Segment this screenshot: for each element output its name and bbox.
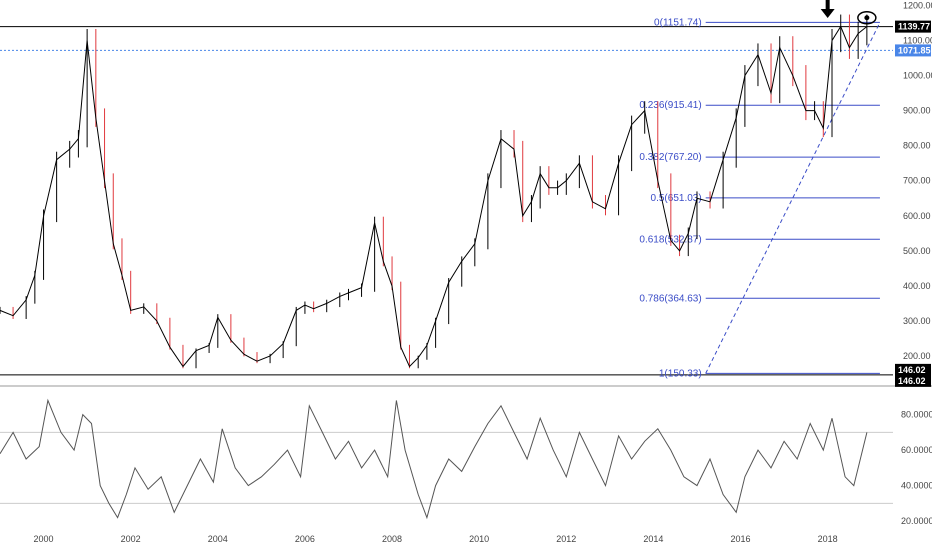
eye-icon xyxy=(857,11,877,25)
x-axis-tick: 2014 xyxy=(643,534,663,544)
fib-level-label: 0.382(767.20) xyxy=(639,152,701,163)
osc-y-tick: 40.0000 xyxy=(901,481,932,491)
axes: 1200.00 1100.00 1000.00 900.00 800.00 700.00 6… xyxy=(34,1,932,544)
price-tag-label: 1139.77 xyxy=(898,22,930,32)
osc-y-tick: 20.0000 xyxy=(901,516,932,526)
price-y-tick: 700.00 xyxy=(903,176,931,186)
price-y-tick: 1000.00 xyxy=(903,71,932,81)
price-y-tick: 600.00 xyxy=(903,211,931,221)
price-tag-label: 1071.85 xyxy=(898,45,931,55)
oscillator-line xyxy=(0,398,868,520)
price-tag xyxy=(895,44,931,57)
x-axis-tick: 2012 xyxy=(556,534,576,544)
x-axis-tick: 2010 xyxy=(469,534,489,544)
fib-level-label: 0(1151.74) xyxy=(654,17,702,28)
price-y-tick: 200.00 xyxy=(903,351,931,361)
osc-y-tick: 60.0000 xyxy=(901,445,932,455)
price-y-tick: 800.00 xyxy=(903,141,931,151)
price-y-tick: 900.00 xyxy=(903,106,931,116)
price-y-tick: 500.00 xyxy=(903,246,931,256)
price-tag xyxy=(895,363,931,376)
price-tag-label: 146.02 xyxy=(898,376,926,386)
x-axis-tick: 2016 xyxy=(731,534,751,544)
fib-level-label: 0.236(915.41) xyxy=(639,100,701,111)
down-arrow-icon xyxy=(820,0,835,19)
osc-y-tick: 80.0000 xyxy=(901,410,932,420)
price-y-tick: 300.00 xyxy=(903,316,931,326)
x-axis-tick: 2004 xyxy=(208,534,228,544)
fib-level-label: 0.786(364.63) xyxy=(639,293,701,304)
price-tag-label: 146.02 xyxy=(898,365,926,375)
oscillator-panel xyxy=(0,398,893,520)
trend-line xyxy=(705,22,881,374)
x-axis-tick: 2018 xyxy=(818,534,838,544)
price-tag xyxy=(895,374,931,387)
price-y-tick: 1100.00 xyxy=(903,36,932,46)
price-y-tick: 1200.00 xyxy=(903,1,932,11)
price-y-tick: 400.00 xyxy=(903,281,931,291)
fib-level-label: 0.5(651.03) xyxy=(651,193,702,204)
eye-pupil xyxy=(864,15,870,21)
fib-level-label: 1(150.33) xyxy=(659,368,702,379)
x-axis-tick: 2008 xyxy=(382,534,402,544)
x-axis-tick: 2002 xyxy=(121,534,141,544)
x-axis-tick: 2006 xyxy=(295,534,315,544)
price-series-line xyxy=(0,25,868,368)
x-axis-tick: 2000 xyxy=(34,534,54,544)
price-tag xyxy=(895,20,931,33)
price-panel: 0(1151.74) 0.236(915.41) 0.382(767.20) 0.5(… xyxy=(0,0,893,379)
